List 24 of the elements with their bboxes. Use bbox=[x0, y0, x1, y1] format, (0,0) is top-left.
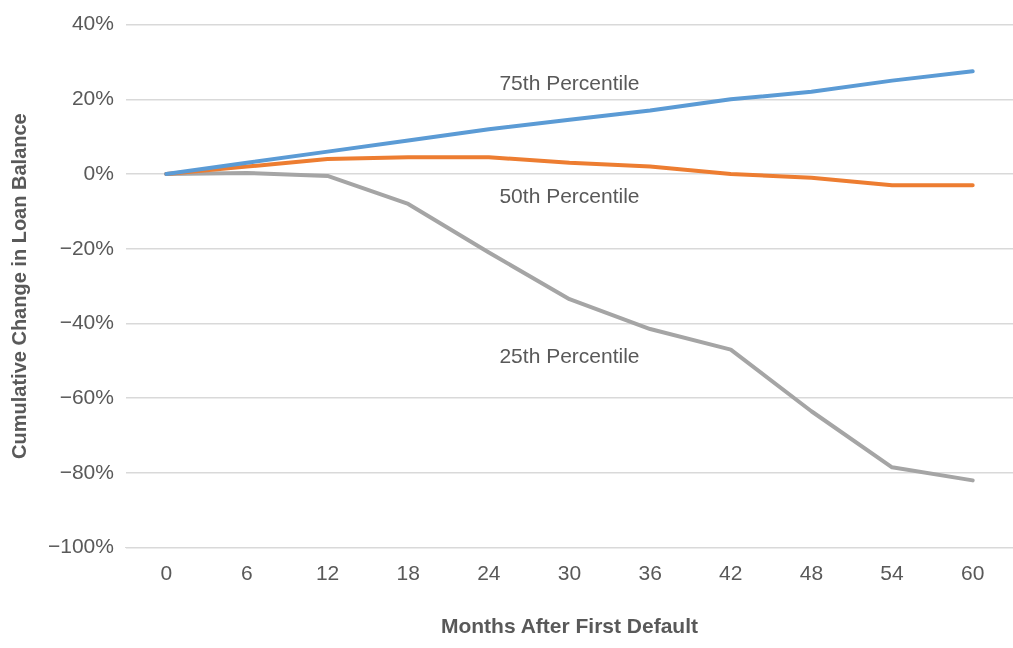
x-tick-label: 42 bbox=[719, 561, 743, 584]
y-tick-label: 40% bbox=[71, 11, 114, 35]
x-tick-label: 60 bbox=[961, 561, 985, 584]
series-label: 25th Percentile bbox=[499, 343, 640, 367]
x-axis-title: Months After First Default bbox=[440, 614, 699, 638]
x-tick-label: 0 bbox=[160, 561, 173, 584]
x-tick-label: 6 bbox=[241, 561, 253, 584]
x-tick-label: 30 bbox=[557, 561, 582, 584]
x-tick-label: 12 bbox=[315, 561, 340, 584]
x-tick-label: 18 bbox=[396, 561, 420, 584]
y-tick-label: −100% bbox=[47, 534, 114, 558]
series-label: 75th Percentile bbox=[499, 70, 640, 94]
x-tick-label: 36 bbox=[638, 561, 662, 584]
y-tick-label: 20% bbox=[71, 86, 114, 110]
y-tick-label: −80% bbox=[59, 459, 114, 483]
y-tick-label: −20% bbox=[59, 235, 114, 259]
x-tick-label: 48 bbox=[799, 561, 824, 584]
x-tick-label: 54 bbox=[880, 561, 905, 584]
y-tick-label: −60% bbox=[59, 384, 114, 408]
y-tick-label: −40% bbox=[59, 310, 114, 334]
y-axis-title: Cumulative Change in Loan Balance bbox=[7, 113, 30, 459]
x-tick-label: 24 bbox=[477, 561, 501, 584]
series-label: 50th Percentile bbox=[499, 183, 640, 207]
y-tick-label: 0% bbox=[83, 160, 114, 184]
